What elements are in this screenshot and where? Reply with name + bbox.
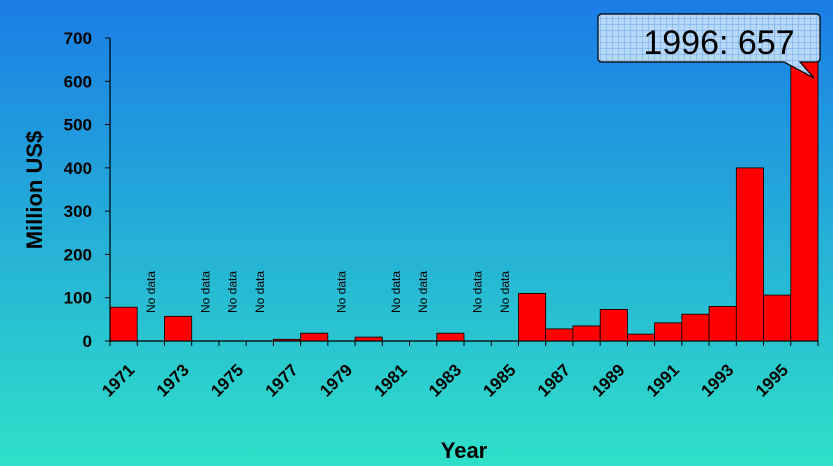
bar-1971 [109, 306, 138, 342]
no-data-label: No data [389, 271, 403, 313]
bar-1983 [436, 332, 465, 342]
bar-1993 [708, 305, 737, 342]
x-axis-title: Year [441, 438, 488, 463]
y-tick-label: 600 [64, 72, 92, 91]
y-axis-ticks: 0 100 200 300 400 500 600 700 [64, 29, 110, 351]
no-data-label: No data [198, 271, 212, 313]
bar-1991 [654, 322, 683, 342]
callout-shape [597, 13, 821, 79]
bar-1988 [572, 325, 601, 342]
bar-1990 [627, 333, 656, 342]
value-callout: 1996: 657 [597, 13, 821, 79]
y-tick-label: 200 [64, 245, 92, 264]
y-tick-label: 500 [64, 116, 92, 135]
bar-1994 [735, 167, 764, 342]
callout-label: 1996: 657 [643, 24, 794, 62]
bar-1996 [790, 56, 819, 342]
no-data-label: No data [498, 271, 512, 313]
bar-1987 [545, 328, 574, 342]
y-axis-title: Million US$ [22, 131, 47, 250]
bar-1978 [300, 332, 329, 342]
bar-1989 [599, 308, 628, 342]
y-tick-label: 100 [64, 289, 92, 308]
no-data-label: No data [416, 271, 430, 313]
bar-1992 [681, 313, 710, 342]
bar-1986 [518, 292, 547, 342]
y-tick-label: 400 [64, 159, 92, 178]
bars [109, 56, 819, 342]
y-tick-label: 0 [83, 332, 92, 351]
no-data-label: No data [226, 271, 240, 313]
bar-1973 [164, 315, 193, 342]
y-tick-label: 700 [64, 29, 92, 48]
y-tick-label: 300 [64, 202, 92, 221]
bar-1995 [763, 294, 792, 342]
no-data-labels: No data No data No data No data No data No da… [144, 271, 512, 313]
no-data-label: No data [471, 271, 485, 313]
no-data-label: No data [253, 271, 267, 313]
no-data-label: No data [335, 271, 349, 313]
no-data-label: No data [144, 271, 158, 313]
